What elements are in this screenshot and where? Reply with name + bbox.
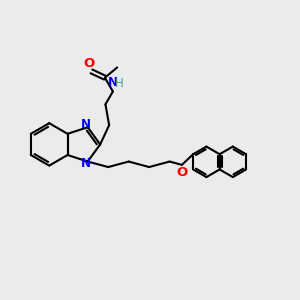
Text: O: O — [83, 57, 94, 70]
Text: N: N — [81, 118, 91, 131]
Text: H: H — [115, 77, 124, 90]
Text: O: O — [176, 166, 188, 179]
Text: N: N — [81, 158, 91, 170]
Text: N: N — [108, 76, 118, 89]
